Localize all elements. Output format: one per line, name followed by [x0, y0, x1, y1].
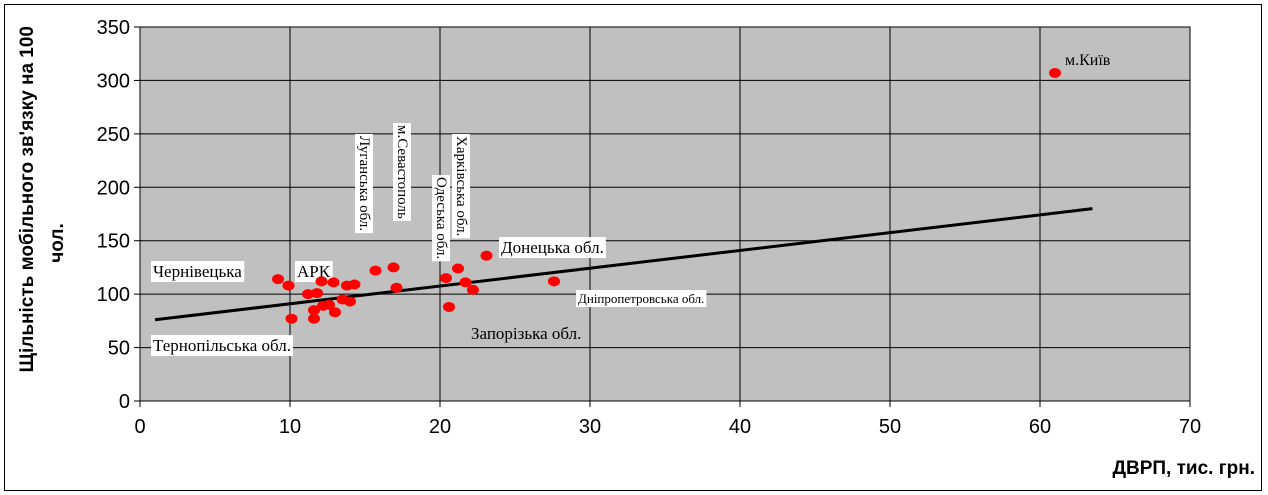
annotations: м.Київ Чернівецька АРК Тернопільська обл. Лу…: [151, 52, 1111, 356]
x-tick-label: 0: [134, 416, 145, 438]
data-points: [272, 67, 1061, 324]
plot-area: [139, 26, 1191, 402]
y-tick-label: 0: [119, 391, 130, 413]
y-tick-label: 250: [97, 124, 130, 146]
data-point: [369, 265, 382, 276]
y-axis-title: Щільність мобільного зв'язку на 100: [17, 26, 38, 372]
trendline-layer: [154, 207, 1093, 322]
data-point: [548, 276, 560, 287]
data-point: [302, 289, 314, 300]
annotation-ternopilska: Тернопільська обл.: [153, 336, 291, 355]
data-point: [323, 299, 335, 310]
annotation-kharkivska: Харківська обл.: [453, 136, 469, 236]
annotation-bg-sevastopol: [393, 123, 411, 221]
x-tick-label: 10: [279, 416, 301, 438]
x-tick-label: 70: [1179, 416, 1201, 438]
trendline: [154, 207, 1093, 322]
annotation-ark: АРК: [297, 262, 331, 281]
annotation-odeska: Одеська обл.: [433, 177, 449, 259]
annotation-chernivetska: Чернівецька: [153, 262, 242, 281]
data-point: [285, 313, 298, 324]
annotation-kyiv: м.Київ: [1065, 52, 1111, 69]
y-tick-label: 200: [97, 177, 130, 199]
data-point: [315, 276, 328, 287]
data-point: [308, 313, 320, 324]
annotation-luhanska: Луганська обл.: [356, 136, 372, 231]
x-tick-label: 60: [1029, 416, 1051, 438]
plot-background: [139, 26, 1191, 402]
data-point: [327, 277, 340, 288]
y-tick-label: 350: [97, 17, 130, 39]
data-point: [348, 279, 361, 290]
data-point: [329, 307, 341, 318]
y-tick-label: 100: [97, 284, 130, 306]
annotation-bg-luhanska: [355, 134, 373, 234]
tick-labels: 0 10 20 30 40 50 60 70 0 50 100 150 200 250 300 350: [97, 17, 1202, 438]
x-tick-label: 40: [729, 416, 751, 438]
data-point: [467, 284, 479, 295]
scatter-chart: м.Київ Чернівецька АРК Тернопільська обл. Лу…: [17, 17, 1255, 479]
data-point: [311, 288, 323, 299]
data-point: [272, 274, 284, 285]
y-tick-label: 50: [108, 338, 130, 360]
annotation-dnipropetrovska: Дніпропетровська обл.: [578, 291, 704, 306]
y-tick-label: 300: [97, 70, 130, 92]
data-point: [443, 301, 455, 312]
y-axis-title-line2: чол.: [47, 223, 68, 263]
annotation-donetska: Донецька обл.: [501, 238, 604, 257]
annotation-bg-dnipropetrovska: [576, 290, 707, 307]
data-point: [344, 296, 356, 307]
data-point: [308, 305, 320, 316]
annotation-bg-chernivetska: [151, 261, 245, 282]
chart-frame: м.Київ Чернівецька АРК Тернопільська обл. Лу…: [4, 4, 1262, 491]
data-point: [387, 262, 400, 273]
annotation-bg-kharkivska: [452, 134, 470, 239]
annotation-bg-donetska: [499, 237, 606, 258]
annotation-bg-odeska: [432, 175, 450, 262]
data-point: [452, 263, 464, 274]
data-point: [480, 250, 493, 261]
annotation-zaporizka: Запорізька обл.: [471, 324, 581, 343]
x-axis-title: ДВРП, тис. грн.: [1112, 458, 1255, 479]
x-tick-label: 30: [579, 416, 601, 438]
annotation-bg-ternopilska: [151, 335, 293, 356]
y-tick-label: 150: [97, 231, 130, 253]
data-point: [440, 273, 452, 284]
x-tick-label: 50: [879, 416, 901, 438]
data-point: [390, 282, 403, 293]
data-point: [1049, 67, 1061, 78]
data-point: [282, 280, 295, 291]
annotation-sevastopol: м.Севастополь: [394, 125, 410, 219]
data-point: [459, 277, 472, 288]
x-tick-label: 20: [429, 416, 451, 438]
